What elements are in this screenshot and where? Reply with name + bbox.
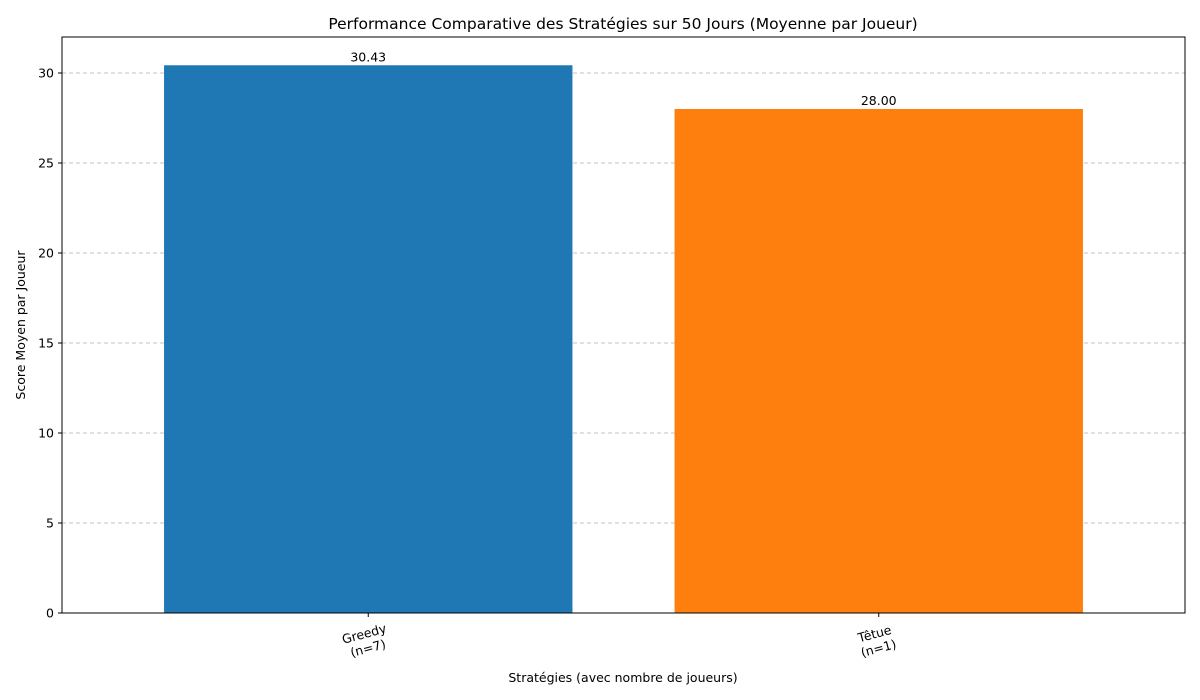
chart-title: Performance Comparative des Stratégies s… <box>328 15 917 33</box>
y-axis-label: Score Moyen par Joueur <box>13 250 28 400</box>
plot-frame <box>61 36 1186 614</box>
x-tick-label: Têtue(n=1) <box>855 622 898 660</box>
bar-t-tue <box>674 109 1083 613</box>
y-tick-label: 15 <box>38 336 54 351</box>
y-tick-label: 10 <box>38 426 54 441</box>
gridlines <box>62 72 1185 524</box>
y-tick-label: 30 <box>38 66 54 81</box>
bar-value-label: 28.00 <box>861 93 897 108</box>
y-tick-label: 20 <box>38 246 54 261</box>
y-tick-label: 0 <box>46 606 54 621</box>
bar-value-label: 30.43 <box>350 49 386 64</box>
bar-greedy <box>164 65 573 613</box>
y-axis-ticks: 0 5 10 15 20 25 30 <box>38 66 62 621</box>
x-axis-label: Stratégies (avec nombre de joueurs) <box>508 670 737 685</box>
y-tick-label: 25 <box>38 156 54 171</box>
x-axis-ticks: Greedy(n=7) Têtue(n=1) <box>340 613 898 661</box>
y-tick-label: 5 <box>46 516 54 531</box>
bars: 30.43 28.00 <box>164 49 1083 613</box>
x-tick-label: Greedy(n=7) <box>340 620 392 661</box>
